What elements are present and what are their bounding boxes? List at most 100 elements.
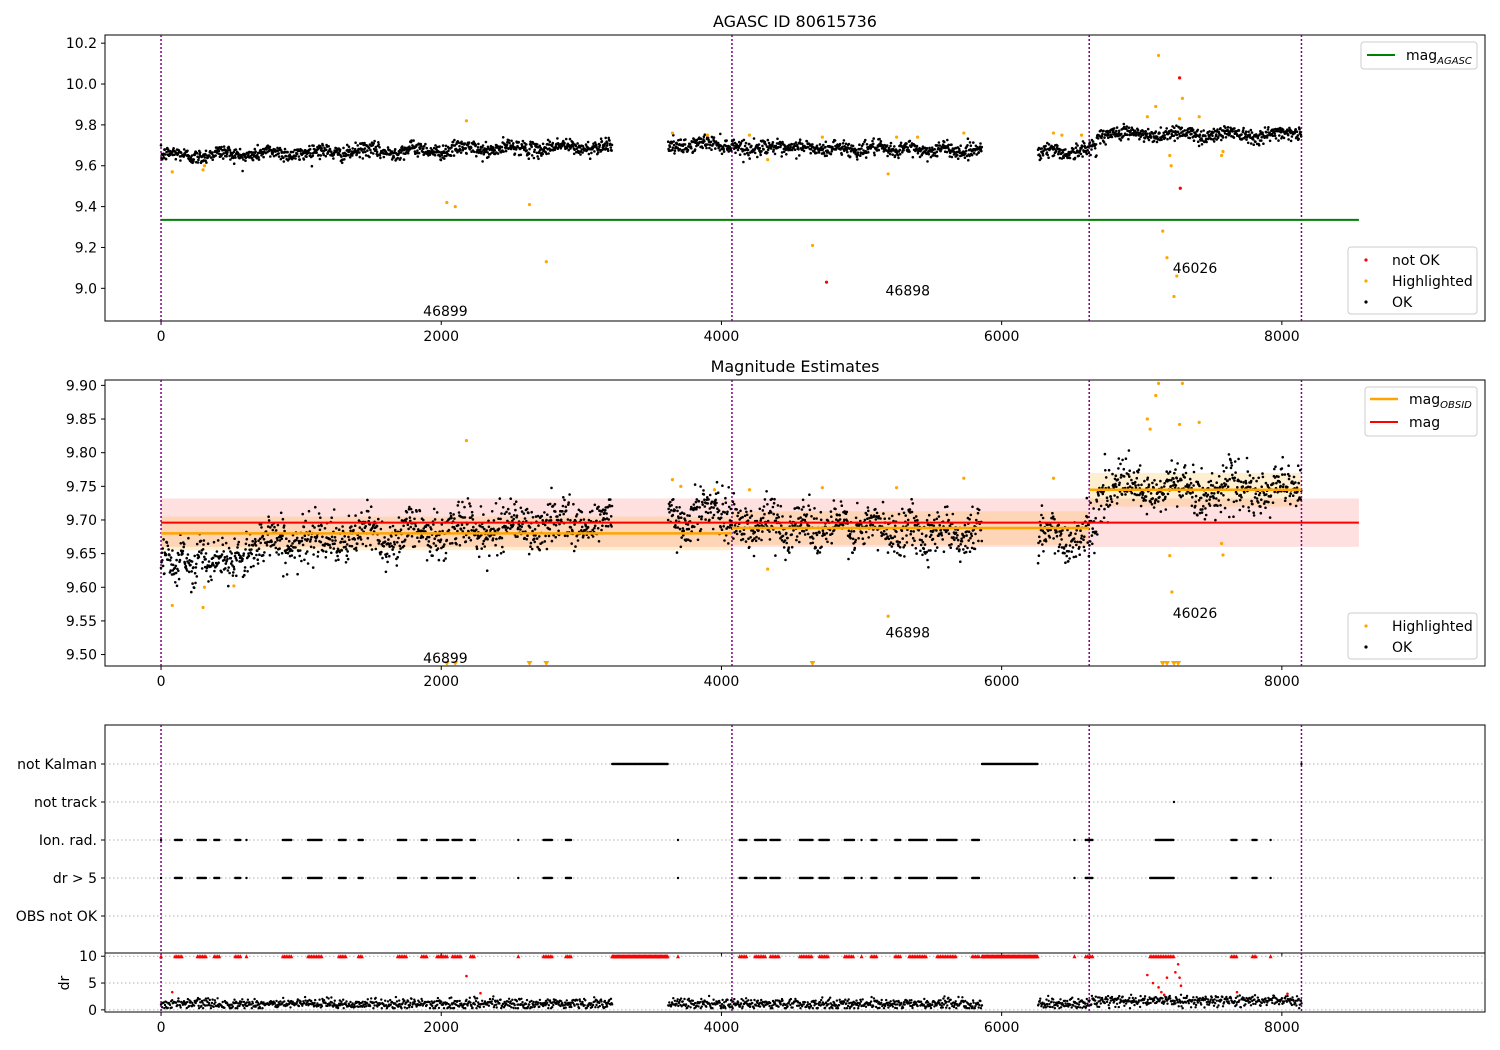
ok-point	[1271, 501, 1275, 505]
ok-point	[1268, 516, 1272, 519]
ok-point	[1113, 494, 1116, 497]
ok-point	[487, 155, 490, 159]
ok-point	[500, 512, 503, 515]
ok-point	[544, 534, 547, 538]
ok-point	[1136, 131, 1139, 134]
ok-point	[697, 500, 701, 503]
ok-point	[1155, 140, 1159, 144]
y-tick-label: 9.85	[66, 412, 97, 428]
ok-point	[795, 535, 799, 538]
ok-point	[1224, 483, 1228, 486]
ok-point	[1278, 134, 1281, 137]
ok-point	[706, 143, 709, 146]
ok-point	[1220, 483, 1223, 486]
ok-point	[806, 532, 810, 536]
ok-point	[1149, 492, 1153, 495]
ok-point	[963, 156, 967, 159]
ok-point	[1143, 479, 1146, 483]
ok-point	[1086, 515, 1089, 519]
ok-point	[181, 552, 184, 555]
ok-point	[529, 541, 533, 545]
ok-point	[877, 515, 881, 518]
ok-point	[398, 550, 401, 554]
highlighted-point	[1177, 117, 1182, 121]
ok-point	[207, 560, 211, 563]
ok-point	[1163, 482, 1166, 485]
ok-point	[744, 141, 748, 145]
highlighted-point	[1051, 131, 1056, 135]
magnitude-panel: Magnitude Estimates 0 2000 4000 6000 80009.5…	[66, 357, 1486, 690]
ok-point	[300, 539, 304, 543]
ok-point	[666, 518, 670, 522]
ok-point	[513, 152, 517, 155]
ok-point	[1190, 504, 1194, 508]
ok-point	[1268, 139, 1272, 143]
ok-point	[919, 549, 922, 553]
ok-point	[707, 498, 710, 501]
ok-point	[762, 505, 766, 508]
highlighted-series	[170, 53, 1225, 299]
ok-point	[207, 580, 210, 583]
ok-point	[903, 555, 906, 558]
ok-point	[462, 526, 466, 530]
ok-point	[339, 540, 343, 544]
ok-point	[396, 541, 399, 544]
ok-point	[968, 141, 972, 144]
ok-point	[1229, 458, 1232, 462]
ok-point	[444, 147, 447, 151]
ok-point	[324, 550, 328, 553]
ok-point	[169, 559, 172, 562]
ok-point	[607, 136, 610, 140]
ok-point	[456, 504, 460, 507]
ok-point	[841, 145, 844, 149]
ok-point	[309, 152, 313, 155]
ok-point	[569, 519, 572, 522]
ok-point	[1059, 532, 1063, 536]
ok-point	[183, 562, 187, 565]
ok-point	[676, 509, 679, 513]
ok-point	[871, 534, 874, 537]
ok-point	[501, 506, 505, 509]
ok-point	[203, 156, 207, 159]
ok-point	[1151, 497, 1155, 500]
ok-point	[777, 145, 780, 149]
ok-point	[914, 515, 918, 518]
ok-point	[483, 545, 487, 548]
ok-point	[801, 147, 804, 150]
ok-point	[698, 506, 701, 509]
ok-point	[402, 158, 406, 161]
ok-point	[748, 157, 751, 160]
ok-point	[948, 151, 952, 155]
ok-point	[897, 156, 900, 160]
ok-point	[881, 500, 885, 504]
ok-point	[1114, 474, 1118, 478]
ok-point	[732, 492, 736, 495]
ok-point	[1074, 146, 1078, 149]
ok-point	[930, 146, 934, 149]
ok-point	[1115, 126, 1119, 129]
ok-point	[733, 141, 737, 145]
ok-point	[861, 142, 865, 146]
ok-point	[1144, 495, 1148, 498]
ok-point	[800, 508, 804, 511]
highlighted-point	[445, 200, 449, 205]
ok-point	[209, 156, 213, 159]
ok-point	[979, 142, 982, 145]
ok-point	[916, 518, 919, 522]
ok-point	[193, 554, 196, 558]
ok-point	[1191, 491, 1194, 494]
ok-point	[238, 147, 242, 151]
ok-point	[305, 155, 308, 158]
ok-point	[378, 154, 382, 157]
ok-point	[936, 511, 939, 514]
ok-point	[276, 146, 279, 150]
ok-point	[369, 151, 373, 154]
ok-point	[172, 147, 175, 150]
ok-point	[232, 567, 236, 571]
ok-point	[1106, 499, 1109, 503]
agasc-panel: AGASC ID 80615736 0 2000 4000 6000 80009.09.…	[66, 12, 1486, 345]
ok-point	[443, 543, 446, 546]
ok-point	[743, 152, 746, 156]
ok-point	[1250, 131, 1254, 134]
ok-point	[251, 539, 254, 543]
